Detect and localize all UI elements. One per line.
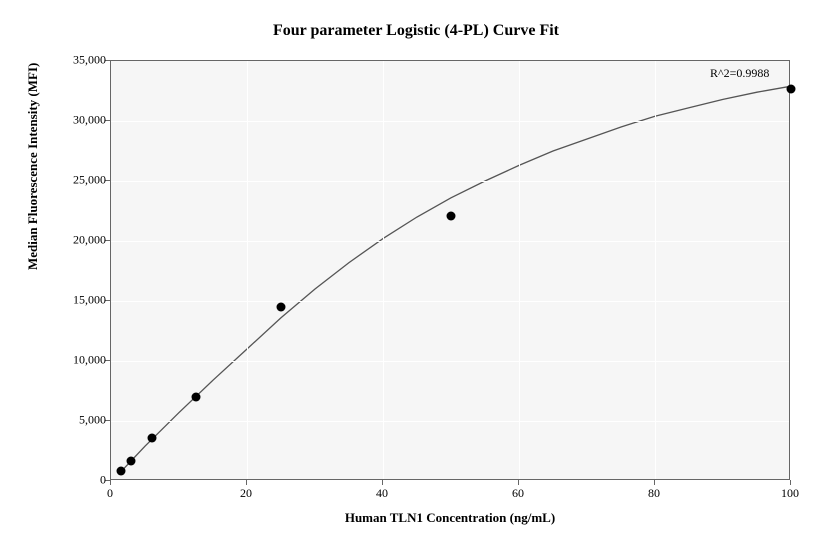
data-point (192, 393, 201, 402)
x-tick-label: 20 (240, 486, 252, 501)
x-tick-mark (246, 480, 247, 485)
y-tick-label: 20,000 (73, 233, 106, 248)
x-tick-label: 0 (107, 486, 113, 501)
x-tick-label: 100 (781, 486, 799, 501)
x-tick-label: 80 (648, 486, 660, 501)
data-point (127, 456, 136, 465)
data-point (787, 84, 796, 93)
gridline-h (111, 121, 789, 122)
y-tick-label: 15,000 (73, 293, 106, 308)
x-tick-mark (518, 480, 519, 485)
gridline-h (111, 301, 789, 302)
gridline-h (111, 421, 789, 422)
x-tick-mark (382, 480, 383, 485)
data-point (117, 467, 126, 476)
y-axis-label: Median Fluorescence Intensity (MFI) (25, 63, 41, 270)
gridline-h (111, 241, 789, 242)
x-tick-mark (790, 480, 791, 485)
y-tick-label: 30,000 (73, 113, 106, 128)
gridline-v (519, 61, 520, 479)
r-squared-annotation: R^2=0.9988 (710, 66, 769, 81)
data-point (277, 303, 286, 312)
data-point (447, 211, 456, 220)
gridline-v (247, 61, 248, 479)
y-tick-label: 35,000 (73, 53, 106, 68)
y-tick-label: 25,000 (73, 173, 106, 188)
gridline-h (111, 181, 789, 182)
gridline-h (111, 361, 789, 362)
x-tick-label: 40 (376, 486, 388, 501)
plot-area (110, 60, 790, 480)
gridline-v (383, 61, 384, 479)
data-point (147, 433, 156, 442)
x-axis-label: Human TLN1 Concentration (ng/mL) (110, 510, 790, 526)
y-tick-label: 10,000 (73, 353, 106, 368)
x-tick-label: 60 (512, 486, 524, 501)
x-tick-mark (110, 480, 111, 485)
chart-title: Four parameter Logistic (4-PL) Curve Fit (0, 22, 832, 40)
gridline-v (655, 61, 656, 479)
fit-curve (111, 61, 789, 479)
y-tick-label: 5,000 (79, 413, 106, 428)
chart-container: Four parameter Logistic (4-PL) Curve Fit… (0, 0, 832, 560)
y-tick-label: 0 (100, 473, 106, 488)
x-tick-mark (654, 480, 655, 485)
